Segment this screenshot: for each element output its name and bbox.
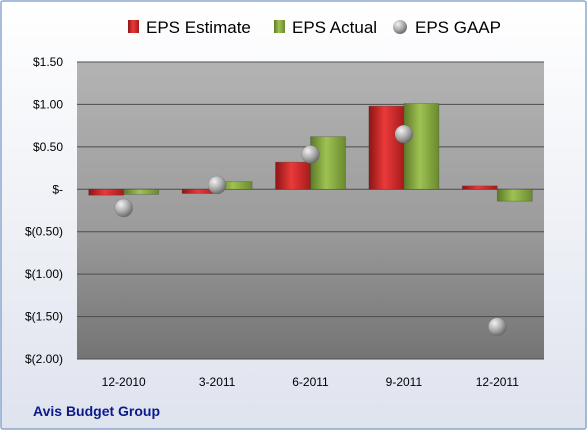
y-tick-label: $- — [52, 182, 63, 196]
y-tick-label: $1.50 — [33, 55, 63, 69]
plot-area — [77, 62, 544, 359]
actual-bar — [310, 136, 346, 190]
legend-label-actual: EPS Actual — [292, 18, 377, 37]
actual-bar — [123, 188, 160, 195]
x-tick-label: 6-2011 — [292, 375, 329, 389]
x-axis-ticks: 12-2010 3-2011 6-2011 9-2011 12-2011 — [102, 375, 520, 389]
bars — [88, 103, 533, 202]
estimate-bar — [461, 185, 498, 190]
y-tick-label: $0.50 — [33, 140, 63, 154]
legend: EPS Estimate EPS Actual EPS GAAP — [128, 18, 501, 37]
x-tick-label: 12-2011 — [476, 375, 519, 389]
legend-swatch-estimate — [128, 20, 139, 33]
x-tick-label: 12-2010 — [102, 375, 146, 389]
x-tick-label: 3-2011 — [199, 375, 236, 389]
estimate-bar — [88, 188, 125, 196]
company-name: Avis Budget Group — [33, 403, 160, 419]
legend-label-estimate: EPS Estimate — [146, 18, 251, 37]
gaap-point — [394, 124, 414, 144]
gaap-point — [207, 175, 227, 195]
gaap-point — [301, 145, 320, 164]
y-tick-label: $(1.00) — [25, 267, 63, 281]
x-tick-label: 9-2011 — [386, 375, 423, 389]
y-tick-label: $1.00 — [33, 97, 63, 111]
gaap-point — [114, 198, 133, 218]
estimate-bar — [275, 161, 311, 190]
gaap-point — [487, 317, 507, 337]
y-axis-ticks: $1.50 $1.00 $0.50 $- $(0.50) $(1.00) $(1.50) $(… — [25, 55, 63, 366]
estimate-bar — [368, 105, 405, 190]
legend-label-gaap: EPS GAAP — [415, 18, 501, 37]
actual-bar — [403, 103, 440, 190]
legend-swatch-actual — [274, 20, 285, 33]
y-tick-label: $(2.00) — [25, 352, 63, 366]
y-tick-label: $(0.50) — [25, 225, 63, 239]
actual-bar — [496, 188, 533, 202]
legend-swatch-gaap — [393, 20, 407, 34]
y-tick-label: $(1.50) — [25, 310, 63, 324]
gaap-points — [114, 124, 507, 337]
